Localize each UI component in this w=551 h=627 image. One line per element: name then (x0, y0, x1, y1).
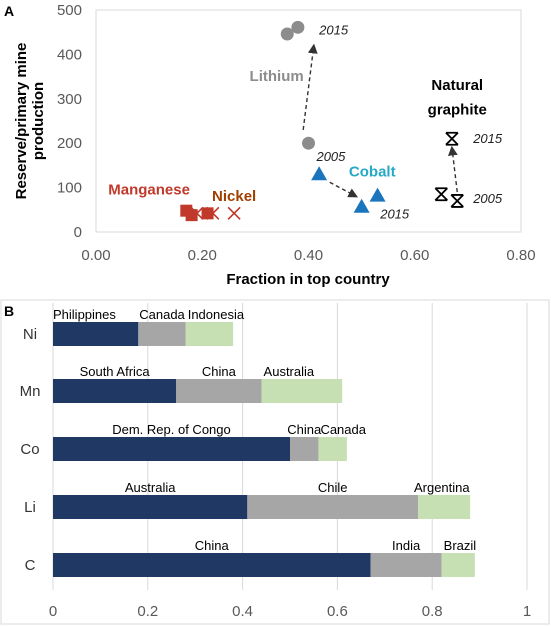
bar-segment (247, 495, 418, 519)
bar-segment (370, 553, 442, 577)
lithium-point (302, 136, 315, 150)
bar-segment-label: Australia (264, 364, 315, 379)
x-tick-label: 0.4 (232, 603, 253, 620)
x-tick-label: 0.80 (506, 247, 535, 264)
series-label-graphite: graphite (428, 101, 487, 118)
bar-segment (53, 379, 177, 403)
bar-segment-label: Philippines (53, 307, 116, 322)
year-annotation: 2015 (379, 207, 410, 222)
lithium-point (280, 27, 294, 41)
bar-segment (138, 322, 186, 346)
bar-segment-label: Brazil (444, 538, 477, 553)
bar-segment-label: South Africa (80, 364, 151, 379)
x-tick-label: 0.60 (400, 247, 429, 264)
category-label: Co (20, 441, 39, 458)
bar-segment-label: Indonesia (188, 307, 245, 322)
panel-b-letter: B (4, 303, 14, 319)
bar-segment (53, 553, 371, 577)
year-annotation: 2005 (472, 191, 503, 206)
lithium-point (291, 20, 305, 34)
bar-segment (53, 495, 248, 519)
bar-segment (53, 437, 290, 461)
bar-segment-label: Chile (318, 480, 348, 495)
cobalt-point (311, 166, 328, 181)
year-annotation: 2005 (315, 149, 346, 164)
y-tick-label: 500 (57, 2, 82, 19)
cobalt-point (353, 198, 370, 213)
chart-border (0, 299, 550, 625)
year-annotation: 2015 (472, 131, 503, 146)
series-label-manganese: Manganese (108, 181, 190, 198)
bar-segment-label: Argentina (414, 480, 470, 495)
bar-segment-label: India (392, 538, 421, 553)
bar-segment-label: China (202, 364, 237, 379)
cobalt-point (369, 187, 386, 202)
category-label: Li (24, 499, 36, 516)
nickel-point (190, 206, 204, 220)
bar-segment-label: Canada (320, 422, 366, 437)
bar-segment-label: Canada (139, 307, 185, 322)
bar-segment (441, 553, 475, 577)
x-tick-label: 0.8 (422, 603, 443, 620)
panel-a-letter: A (4, 3, 14, 19)
x-tick-label: 1 (523, 603, 531, 620)
x-tick-label: 0.2 (137, 603, 158, 620)
series-label-lithium: Lithium (250, 68, 304, 85)
series-label-cobalt: Cobalt (349, 164, 396, 181)
plot-area-border (95, 9, 522, 233)
bar-segment (185, 322, 234, 346)
bar-segment-label: Australia (125, 480, 176, 495)
bar-segment (318, 437, 347, 461)
bar-segment (176, 379, 262, 403)
trend-arrow (329, 181, 359, 198)
series-label-nickel: Nickel (212, 188, 256, 205)
bar-segment (261, 379, 343, 403)
bar-segment (53, 322, 139, 346)
natural-graphite-point (445, 131, 459, 146)
series-label-natural: Natural (431, 77, 483, 94)
x-tick-label: 0.00 (81, 247, 110, 264)
x-tick-label: 0.20 (188, 247, 217, 264)
bar-segment (417, 495, 471, 519)
category-label: Mn (20, 383, 41, 400)
nickel-point (206, 206, 220, 220)
bar-segment-label: China (195, 538, 230, 553)
natural-graphite-point (450, 194, 464, 208)
y-tick-label: 0 (74, 224, 82, 241)
x-tick-label: 0.40 (294, 247, 323, 264)
trend-arrow (448, 145, 458, 193)
natural-graphite-point (434, 187, 448, 202)
bar-segment (290, 437, 319, 461)
x-tick-label: 0.6 (327, 603, 348, 620)
category-label: C (25, 557, 36, 574)
trend-arrow (302, 43, 318, 130)
y-tick-label: 300 (57, 91, 82, 108)
y-tick-label: 200 (57, 135, 82, 152)
category-label: Ni (23, 326, 37, 343)
y-tick-label: 400 (57, 46, 82, 63)
bar-segment-label: China (287, 422, 322, 437)
nickel-point (227, 206, 241, 220)
x-axis-title: Fraction in top country (226, 271, 390, 288)
panel-a-scatter-chart: A 0 100 200 300 400 500 0.00 0.20 0.40 0.60 0.80 Fra… (4, 2, 536, 288)
y-axis-title: Reserve/primary mineproduction (13, 43, 47, 200)
x-tick-label: 0 (49, 603, 57, 620)
year-annotation: 2015 (318, 22, 349, 37)
y-tick-label: 100 (57, 180, 82, 197)
bar-segment-label: Dem. Rep. of Congo (112, 422, 231, 437)
